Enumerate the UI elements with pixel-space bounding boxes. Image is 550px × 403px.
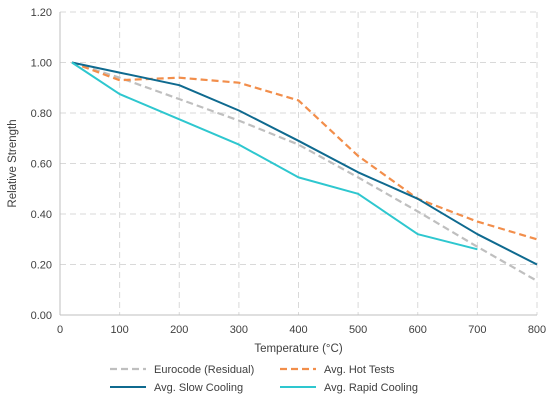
y-tick-label: 0.20 xyxy=(31,260,52,272)
y-tick-label: 0.80 xyxy=(31,108,52,120)
series-line-avg-slow-cooling xyxy=(71,61,538,266)
x-tick-label: 100 xyxy=(110,324,128,336)
x-tick-label: 700 xyxy=(468,324,486,336)
x-tick-label: 800 xyxy=(528,324,546,336)
x-tick-label: 500 xyxy=(349,324,367,336)
y-tick-label: 0.60 xyxy=(31,159,52,171)
axes xyxy=(59,12,537,316)
grid-lines xyxy=(60,11,538,315)
y-tick-label: 0.00 xyxy=(31,310,52,322)
x-tick-label: 0 xyxy=(57,324,63,336)
x-tick-label: 300 xyxy=(230,324,248,336)
legend-label: Avg. Hot Tests xyxy=(324,364,395,376)
y-axis-title: Relative Strength xyxy=(7,119,19,207)
y-tick-label: 1.20 xyxy=(31,7,52,19)
x-axis-title: Temperature (°C) xyxy=(254,343,342,355)
series-line-avg-rapid-cooling xyxy=(71,61,478,251)
y-tick-label: 1.00 xyxy=(31,58,52,70)
legend-label: Eurocode (Residual) xyxy=(154,364,254,376)
x-tick-label: 400 xyxy=(289,324,307,336)
legend-label: Avg. Rapid Cooling xyxy=(324,382,418,394)
x-tick-label: 200 xyxy=(170,324,188,336)
series-group xyxy=(71,61,538,282)
y-tick-label: 0.40 xyxy=(31,209,52,221)
tick-labels: 0.00 0.20 0.40 0.60 0.80 1.00 1.20 0 100 200 300 40… xyxy=(31,7,547,336)
legend: Eurocode (Residual) Avg. Hot Tests Avg. Sl… xyxy=(110,364,418,394)
legend-label: Avg. Slow Cooling xyxy=(154,382,243,394)
series-line-eurocode-residual xyxy=(71,61,538,282)
series-line-avg-hot-tests xyxy=(71,61,538,241)
x-tick-label: 600 xyxy=(409,324,427,336)
